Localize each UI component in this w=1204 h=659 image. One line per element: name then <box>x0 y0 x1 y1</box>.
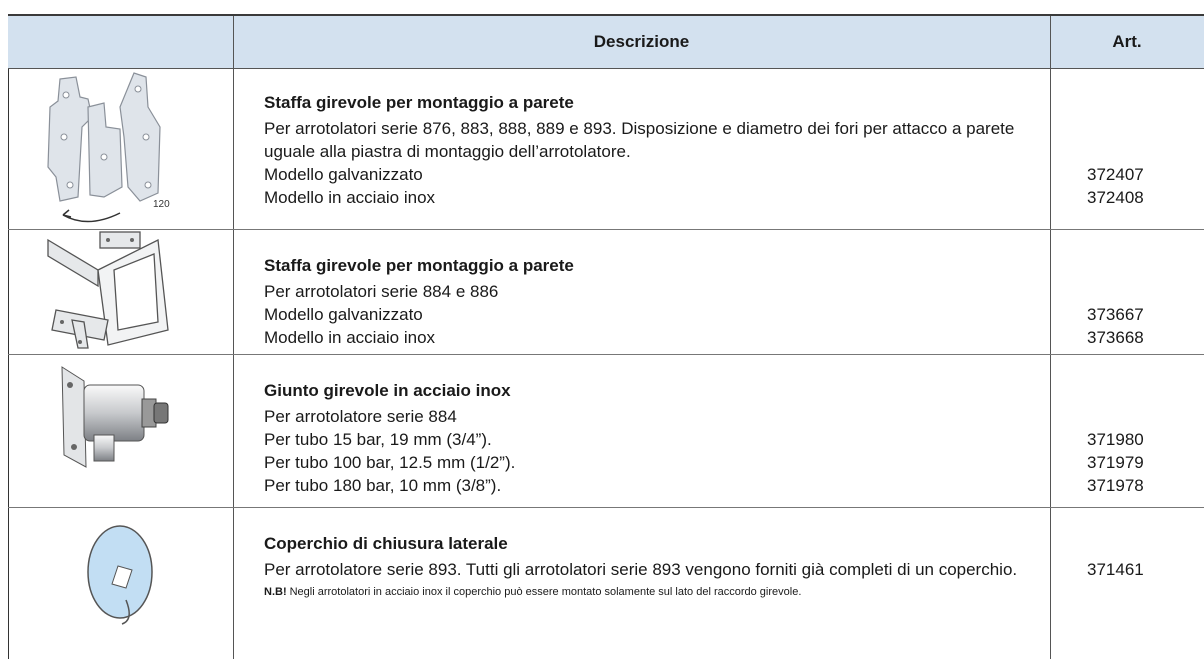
note: N.B! Negli arrotolatori in acciaio inox i… <box>234 585 1004 599</box>
description-line: Per arrotolatori serie 884 e 886 <box>264 282 499 301</box>
description-cell: Staffa girevole per montaggio a parete Pe… <box>234 91 1204 209</box>
description-cell: Staffa girevole per montaggio a parete Pe… <box>234 254 1204 349</box>
description-line: Per tubo 180 bar, 10 mm (3/8”). <box>264 476 502 495</box>
item-title: Giunto girevole in acciaio inox <box>264 381 511 400</box>
product-image <box>47 231 169 349</box>
article-number: 372408 <box>1087 188 1144 207</box>
product-image <box>61 366 169 468</box>
description-line: Modello galvanizzato <box>264 305 423 324</box>
product-image <box>87 525 153 625</box>
note-emphasis: N.B! <box>264 586 287 598</box>
image-cell: 120 <box>8 67 234 229</box>
description-line: Per arrotolatore serie 893. Tutti gli ar… <box>264 560 1018 579</box>
spacer <box>1051 254 1204 280</box>
spacer <box>1051 280 1204 303</box>
column-divider <box>1050 230 1051 354</box>
image-cell <box>8 355 234 507</box>
article-number: 371978 <box>1087 476 1144 495</box>
header-description: Descrizione <box>233 16 1051 68</box>
image-cell <box>8 230 234 354</box>
item-title: Staffa girevole per montaggio a parete <box>264 93 574 112</box>
spacer <box>1051 405 1204 428</box>
table-row: Coperchio di chiusura laterale Per arroto… <box>8 508 1204 659</box>
description-cell: Giunto girevole in acciaio inox Per arrot… <box>234 379 1204 497</box>
image-label: 120 <box>153 199 170 210</box>
description-line: Per tubo 100 bar, 12.5 mm (1/2”). <box>264 453 516 472</box>
item-title: Staffa girevole per montaggio a parete <box>264 256 574 275</box>
article-number: 373668 <box>1087 328 1144 347</box>
header-image-cell <box>8 16 234 68</box>
description-cell: Coperchio di chiusura laterale Per arroto… <box>234 532 1204 599</box>
header-article: Art. <box>1112 32 1142 51</box>
description-line: Modello in acciaio inox <box>264 328 436 347</box>
article-number: 372407 <box>1087 165 1144 184</box>
description-line: Per tubo 15 bar, 19 mm (3/4”). <box>264 430 492 449</box>
spacer <box>1051 117 1204 163</box>
product-image <box>47 72 161 223</box>
table-border <box>8 14 9 659</box>
description-line: Modello in acciaio inox <box>264 188 436 207</box>
article-number: 371979 <box>1087 453 1144 472</box>
article-number: 373667 <box>1087 305 1144 324</box>
article-number: 371980 <box>1087 430 1144 449</box>
table-row: 120 Staffa girevole per montaggio a paret… <box>8 67 1204 230</box>
description-line: Per arrotolatori serie 876, 883, 888, 88… <box>264 119 1015 161</box>
description-line: Per arrotolatore serie 884 <box>264 407 457 426</box>
spacer <box>1051 581 1204 599</box>
item-title: Coperchio di chiusura laterale <box>264 534 508 553</box>
table-row: Giunto girevole in acciaio inox Per arrot… <box>8 355 1204 508</box>
column-divider <box>1050 355 1051 507</box>
spacer <box>1051 532 1204 558</box>
column-divider <box>1050 508 1051 659</box>
image-cell <box>8 508 234 659</box>
table-row: Staffa girevole per montaggio a parete Pe… <box>8 230 1204 355</box>
table-header: Descrizione Art. <box>8 14 1204 69</box>
spacer <box>1051 91 1204 117</box>
article-number: 371461 <box>1087 560 1144 579</box>
column-divider <box>1050 67 1051 229</box>
note-text: Negli arrotolatori in acciaio inox il co… <box>289 586 802 598</box>
description-line: Modello galvanizzato <box>264 165 423 184</box>
spacer <box>1051 379 1204 405</box>
